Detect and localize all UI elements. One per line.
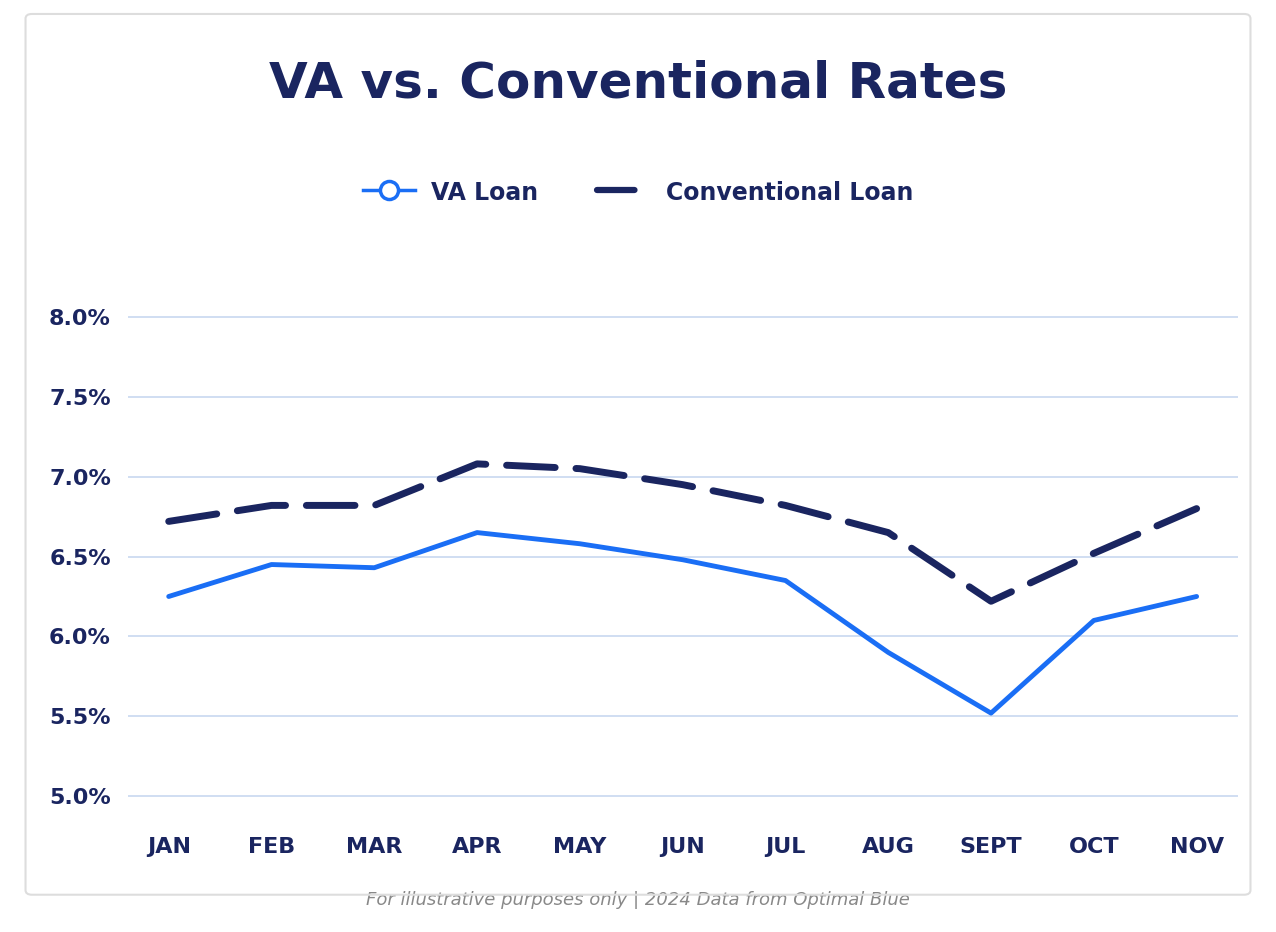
Text: VA vs. Conventional Rates: VA vs. Conventional Rates <box>269 60 1007 108</box>
Text: For illustrative purposes only | 2024 Data from Optimal Blue: For illustrative purposes only | 2024 Da… <box>366 891 910 909</box>
Legend: VA Loan, Conventional Loan: VA Loan, Conventional Loan <box>353 171 923 214</box>
